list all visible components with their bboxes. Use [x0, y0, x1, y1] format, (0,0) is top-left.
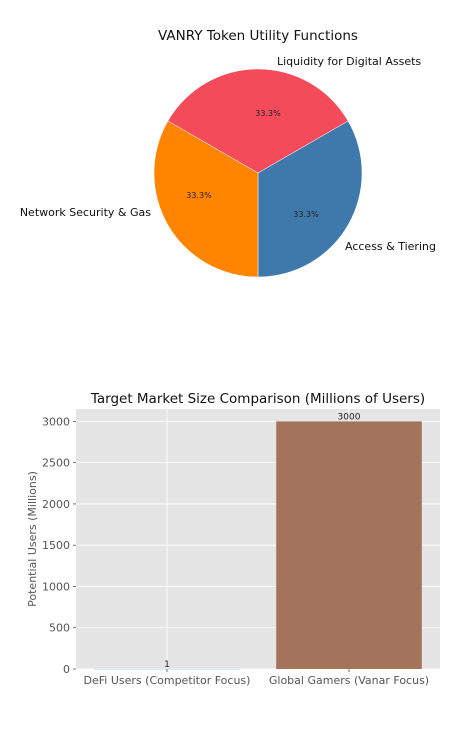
y-tick-label: 1000 — [42, 580, 70, 593]
y-tick-label: 2000 — [42, 498, 70, 511]
pie-slice-label-liquidity: Liquidity for Digital Assets — [277, 55, 421, 68]
y-tick-label: 500 — [49, 622, 70, 635]
pie-slice-network — [257, 120, 363, 278]
pie-labels: Liquidity for Digital Assets Network Sec… — [20, 55, 436, 253]
y-axis-ticks: 0 500 1000 1500 2000 2500 3000 — [42, 415, 76, 676]
y-tick-label: 0 — [63, 663, 70, 676]
pie-pct-label-liquidity: 33.3% — [255, 109, 281, 118]
bars: 1 3000 — [94, 412, 422, 670]
pie-slice-label-network: Network Security & Gas — [20, 206, 151, 219]
pie-slices — [153, 68, 363, 278]
y-tick-label: 1500 — [42, 539, 70, 552]
y-tick-label: 3000 — [42, 415, 70, 428]
bar-global-gamers — [276, 421, 422, 669]
pie-chart: VANRY Token Utility Functions Liquidity … — [20, 28, 436, 278]
pie-pct-label-access: 33.3% — [293, 210, 319, 219]
y-tick-label: 2500 — [42, 457, 70, 470]
pie-chart-title: VANRY Token Utility Functions — [158, 28, 358, 44]
x-tick-label: DeFi Users (Competitor Focus) — [84, 674, 251, 687]
bar-value-label: 1 — [164, 660, 170, 670]
bar-value-label: 3000 — [338, 412, 361, 422]
x-tick-label: Global Gamers (Vanar Focus) — [269, 674, 429, 687]
bar-chart-title: Target Market Size Comparison (Millions … — [90, 391, 425, 407]
x-axis-ticks: DeFi Users (Competitor Focus) Global Game… — [84, 669, 429, 687]
pie-pct-label-network: 33.3% — [186, 191, 212, 200]
y-axis-label: Potential Users (Millions) — [26, 471, 39, 607]
pie-slice-label-access: Access & Tiering — [345, 240, 436, 253]
bar-chart: Target Market Size Comparison (Millions … — [26, 391, 440, 687]
pie-slice-access — [153, 120, 259, 278]
